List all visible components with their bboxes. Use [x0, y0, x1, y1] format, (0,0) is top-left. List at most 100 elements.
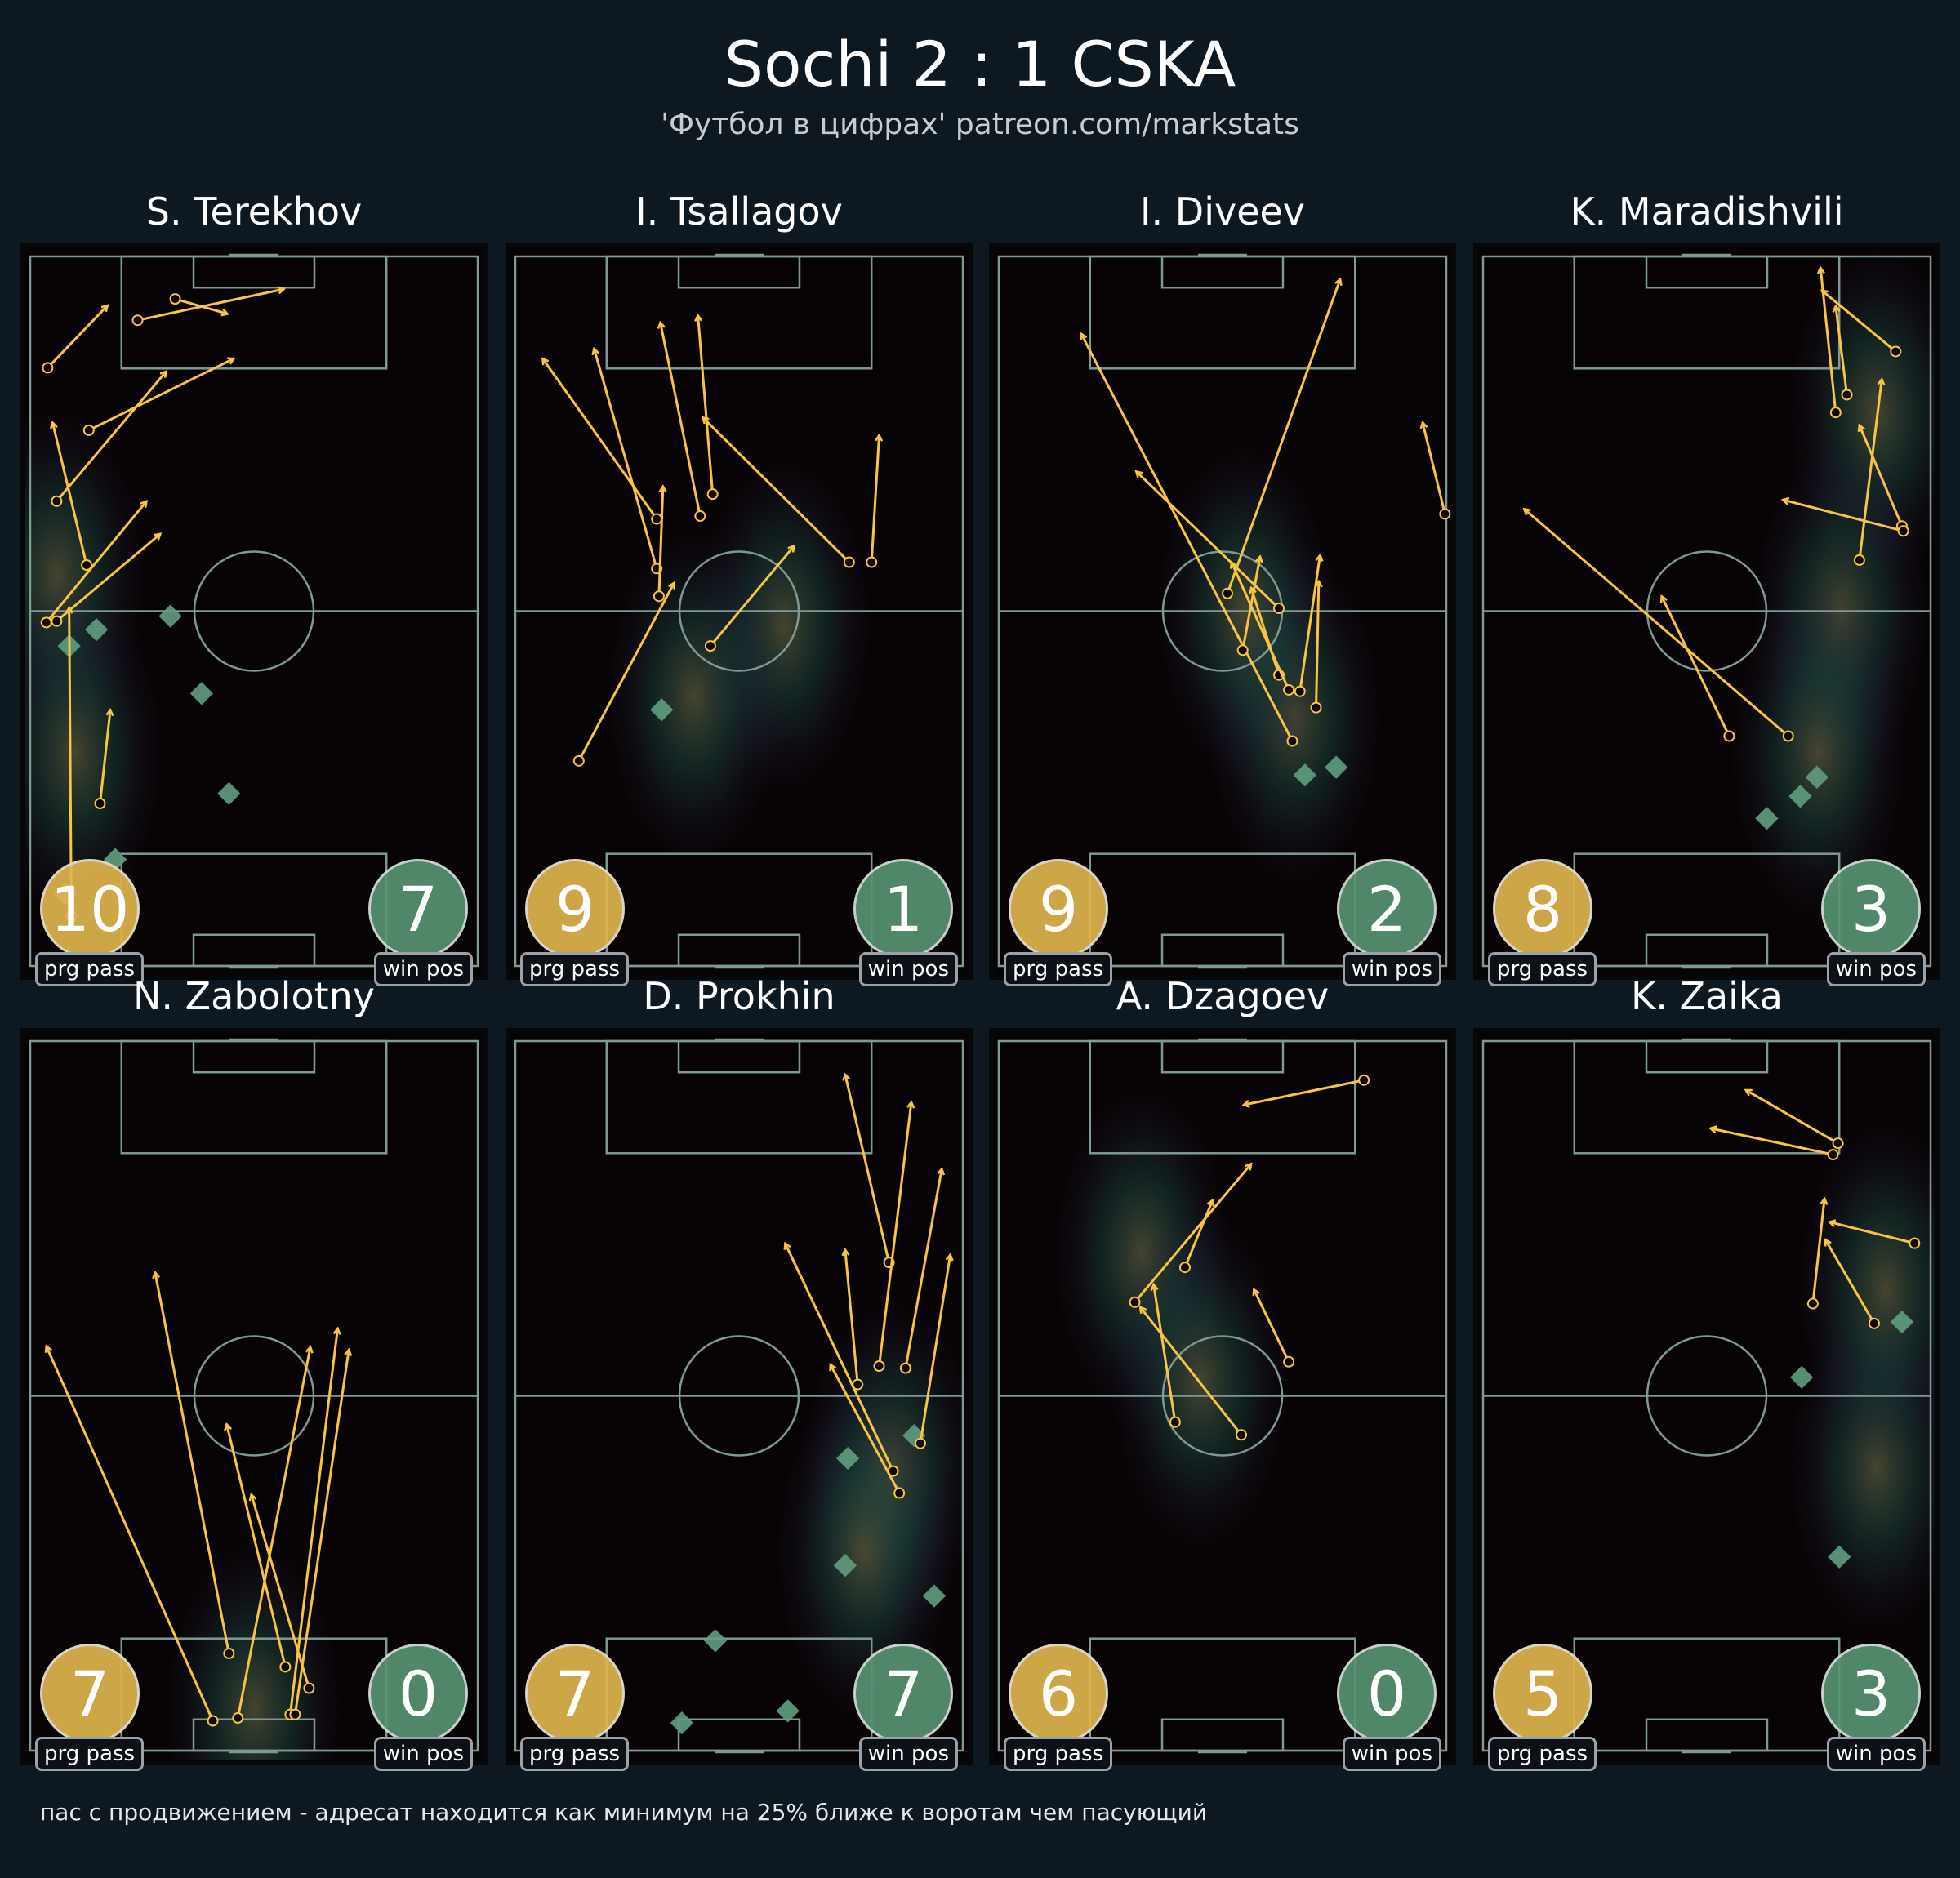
progressive-pass-arrow — [1232, 563, 1290, 691]
six-yard-box-bottom — [1645, 1718, 1769, 1752]
win-position-marker — [1790, 1365, 1814, 1390]
win-position-marker — [1788, 785, 1812, 808]
win-position-marker — [776, 1699, 800, 1723]
player-panel: S. Terekhov 10 prg pass 7 win pos — [20, 189, 488, 986]
pass-origin-marker — [1129, 1296, 1141, 1308]
progressive-pass-arrow — [878, 1102, 911, 1367]
progressive-pass-arrow — [227, 1424, 287, 1667]
progressive-pass-arrow — [594, 349, 658, 569]
pass-origin-marker — [94, 797, 106, 809]
pass-origin-marker — [843, 556, 855, 568]
pass-origin-marker — [1310, 701, 1322, 714]
player-name: A. Dzagoev — [1116, 974, 1330, 1018]
progressive-pass-arrow — [698, 315, 715, 495]
six-yard-box-bottom — [1645, 933, 1769, 968]
penalty-box-bottom — [1573, 1637, 1841, 1752]
win-pos-label: win pos — [1826, 952, 1926, 986]
pass-origin-marker — [704, 640, 716, 652]
win-pos-count-badge: 3 — [1821, 859, 1921, 959]
pitch — [989, 1028, 1456, 1765]
progressive-pass-arrow — [1829, 1222, 1915, 1245]
player-panel: I. Diveev 9 prg pass 2 win pos — [989, 189, 1456, 986]
win-position-marker — [650, 698, 674, 722]
center-circle — [193, 1335, 315, 1457]
progressive-pass-arrow — [1822, 291, 1897, 353]
player-name: K. Maradishvili — [1570, 189, 1844, 234]
penalty-box-top — [120, 255, 388, 370]
six-yard-box-top — [1645, 255, 1769, 289]
progressive-pass-arrow — [47, 1346, 214, 1722]
win-pos-count-badge: 2 — [1337, 859, 1437, 959]
win-position-marker — [217, 781, 241, 805]
pass-origin-marker — [1283, 1355, 1295, 1368]
progressive-pass-arrow — [47, 305, 107, 369]
progressive-pass-arrow — [703, 417, 850, 563]
progressive-pass-arrow — [1662, 596, 1731, 737]
progressive-pass-arrow — [1746, 1088, 1839, 1145]
pitch-svg — [29, 1038, 479, 1760]
pitch-svg — [997, 1038, 1448, 1754]
progressive-pass-arrow — [56, 534, 160, 622]
pass-origin-marker — [1439, 508, 1451, 520]
progressive-pass-arrow — [845, 1249, 859, 1385]
win-pos-label: win pos — [1826, 1737, 1926, 1771]
center-circle — [678, 1335, 800, 1457]
pitch — [20, 1028, 488, 1765]
pass-origin-marker — [1909, 1237, 1921, 1249]
pass-origin-marker — [1853, 554, 1865, 566]
pass-origin-marker — [1827, 1149, 1839, 1161]
win-pos-count-badge: 7 — [853, 1644, 953, 1743]
win-position-marker — [703, 1629, 728, 1653]
pass-origin-marker — [651, 513, 663, 525]
prg-pass-count-badge: 7 — [525, 1644, 625, 1743]
progressive-pass-arrow — [919, 1255, 951, 1444]
progressive-pass-arrow — [785, 1244, 894, 1472]
player-panel: D. Prokhin 7 prg pass 7 win pos — [506, 974, 973, 1771]
pass-origin-marker — [82, 424, 95, 436]
win-position-marker — [189, 682, 214, 705]
heat-density-blob — [1729, 581, 1909, 925]
win-position-marker — [922, 1584, 947, 1608]
center-circle — [1646, 1335, 1768, 1457]
pass-origin-marker — [706, 488, 719, 501]
prg-pass-label: prg pass — [520, 952, 630, 986]
prg-pass-count-badge: 9 — [1009, 859, 1108, 959]
pitch — [989, 243, 1456, 980]
win-pos-label: win pos — [858, 952, 958, 986]
win-position-marker — [158, 604, 182, 628]
center-circle — [193, 550, 315, 672]
pitch-svg — [1481, 248, 1936, 969]
progressive-pass-arrow — [293, 1350, 349, 1715]
pass-origin-marker — [289, 1708, 301, 1720]
progressive-pass-arrow — [1134, 1164, 1251, 1303]
pitch-svg — [514, 1038, 968, 1754]
progressive-pass-arrow — [1154, 1284, 1177, 1422]
pass-origin-marker — [81, 559, 93, 572]
progressive-pass-arrow — [1081, 334, 1294, 742]
progressive-pass-arrow — [1140, 1307, 1243, 1436]
six-yard-box-top — [1645, 1039, 1769, 1074]
win-position-marker — [1828, 1545, 1851, 1569]
win-pos-label: win pos — [373, 952, 473, 986]
pitch-svg — [514, 253, 964, 969]
pass-origin-marker — [899, 1362, 911, 1374]
pass-origin-marker — [1294, 685, 1306, 697]
six-yard-box-top — [1160, 1039, 1285, 1074]
progressive-pass-arrow — [98, 710, 110, 804]
progressive-pass-arrow — [1858, 379, 1882, 561]
pitch — [1473, 243, 1940, 980]
six-yard-box-top — [677, 255, 801, 289]
pass-origin-marker — [207, 1715, 219, 1727]
pass-origin-marker — [1868, 1317, 1880, 1329]
progressive-pass-arrow — [175, 297, 228, 314]
progressive-pass-arrow — [252, 1494, 310, 1689]
pass-origin-marker — [1358, 1074, 1370, 1086]
heat-density-blob — [164, 1536, 344, 1760]
progressive-pass-arrow — [52, 422, 88, 566]
prg-pass-count-badge: 9 — [525, 859, 625, 959]
prg-pass-count-badge: 5 — [1493, 1644, 1592, 1743]
pass-origin-marker — [279, 1661, 292, 1673]
penalty-box-top — [120, 1039, 388, 1155]
progressive-pass-arrow — [1244, 1079, 1365, 1105]
pass-origin-marker — [893, 1487, 906, 1499]
